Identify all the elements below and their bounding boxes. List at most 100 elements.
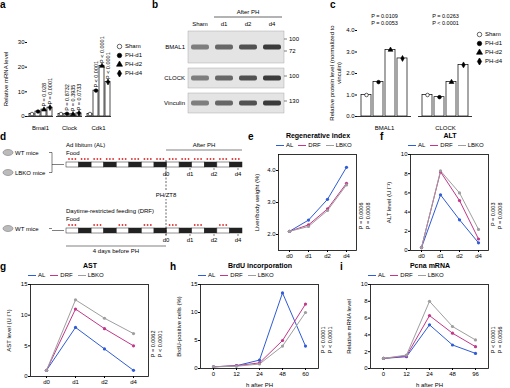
svg-text:d2: d2 — [245, 21, 252, 27]
svg-text:d4: d4 — [235, 237, 242, 243]
svg-text:CLOCK: CLOCK — [164, 75, 185, 81]
svg-text:d4: d4 — [475, 253, 482, 259]
svg-text:0: 0 — [212, 371, 216, 377]
svg-text:d0: d0 — [43, 379, 50, 385]
svg-text:d4: d4 — [235, 171, 242, 177]
svg-text:P < 0.0001: P < 0.0001 — [93, 61, 99, 88]
svg-text:4.0: 4.0 — [267, 167, 276, 173]
svg-text:P = 0.0056: P = 0.0056 — [497, 327, 503, 354]
svg-text:2.0: 2.0 — [346, 70, 355, 76]
svg-text:5: 5 — [24, 343, 28, 349]
svg-text:PH/ZT8: PH/ZT8 — [156, 192, 177, 198]
svg-text:P = 0.003: P = 0.003 — [490, 203, 496, 227]
svg-text:3.0: 3.0 — [267, 199, 276, 205]
svg-text:d1: d1 — [437, 253, 444, 259]
svg-text:LBKO mice: LBKO mice — [15, 170, 46, 176]
svg-text:12: 12 — [403, 371, 410, 377]
svg-text:d1: d1 — [305, 253, 312, 259]
svg-text:72: 72 — [289, 48, 296, 54]
svg-text:6: 6 — [364, 315, 368, 321]
svg-text:10: 10 — [21, 312, 28, 318]
svg-text:d1: d1 — [187, 171, 194, 177]
svg-text:WT mice: WT mice — [15, 226, 39, 232]
svg-text:20: 20 — [18, 64, 25, 70]
svg-text:10: 10 — [18, 89, 25, 95]
svg-text:10: 10 — [191, 309, 198, 315]
svg-text:0: 0 — [24, 373, 28, 379]
svg-text:BMAL1: BMAL1 — [375, 125, 395, 131]
svg-text:30: 30 — [18, 39, 25, 45]
svg-text:Bmal1: Bmal1 — [32, 125, 50, 131]
svg-text:8: 8 — [364, 298, 368, 304]
svg-text:h after PH: h after PH — [246, 382, 273, 388]
svg-text:d2: d2 — [101, 379, 108, 385]
svg-text:Food: Food — [66, 216, 80, 222]
svg-text:24: 24 — [256, 371, 263, 377]
svg-text:Food: Food — [66, 150, 80, 156]
svg-text:2: 2 — [364, 349, 368, 355]
svg-text:d0: d0 — [163, 171, 170, 177]
svg-text:Cdk1: Cdk1 — [91, 125, 106, 131]
svg-text:15: 15 — [21, 281, 28, 287]
svg-text:12: 12 — [233, 371, 240, 377]
svg-text:d2: d2 — [324, 253, 331, 259]
svg-text:8: 8 — [404, 171, 408, 177]
svg-text:0: 0 — [364, 365, 368, 371]
svg-text:96: 96 — [472, 371, 479, 377]
svg-text:P = 0.0109: P = 0.0109 — [371, 13, 398, 19]
svg-text:After PH: After PH — [237, 9, 260, 15]
svg-text:P < 0.0001: P < 0.0001 — [432, 20, 459, 26]
svg-text:4: 4 — [404, 209, 408, 215]
svg-text:Ad libitum (AL): Ad libitum (AL) — [66, 142, 105, 148]
svg-text:P = 0.0006: P = 0.0006 — [358, 203, 364, 230]
svg-text:ALT level (U l⁻¹): ALT level (U l⁻¹) — [386, 182, 392, 223]
svg-text:4 days before PH: 4 days before PH — [93, 248, 139, 254]
svg-text:0: 0 — [382, 371, 386, 377]
svg-text:2.0: 2.0 — [267, 231, 276, 237]
svg-text:After PH: After PH — [193, 142, 216, 148]
svg-text:4: 4 — [364, 332, 368, 338]
svg-text:Sham: Sham — [192, 21, 208, 27]
svg-text:BMAL1: BMAL1 — [165, 44, 185, 50]
svg-text:24: 24 — [426, 371, 433, 377]
svg-text:P = 0.0062: P = 0.0062 — [150, 331, 156, 358]
svg-text:0.0: 0.0 — [346, 113, 355, 119]
svg-text:10: 10 — [361, 281, 368, 287]
svg-text:Vinculin: Vinculin — [164, 100, 185, 106]
svg-text:d0: d0 — [286, 253, 293, 259]
svg-text:AST level (U l⁻¹): AST level (U l⁻¹) — [6, 309, 12, 352]
svg-text:P = 0.0001: P = 0.0001 — [47, 78, 53, 105]
svg-text:130: 130 — [289, 98, 300, 104]
svg-text:d0: d0 — [163, 237, 170, 243]
svg-text:P = 0.0008: P = 0.0008 — [497, 203, 503, 230]
svg-text:3.0: 3.0 — [346, 49, 355, 55]
svg-text:Daytime-restricted feeding (DR: Daytime-restricted feeding (DRF) — [66, 208, 154, 214]
svg-text:2: 2 — [404, 228, 408, 234]
svg-text:100: 100 — [289, 36, 300, 42]
svg-text:48: 48 — [449, 371, 456, 377]
svg-text:P < 0.0001: P < 0.0001 — [327, 327, 333, 354]
svg-text:4.0: 4.0 — [346, 27, 355, 33]
svg-text:d1: d1 — [187, 237, 194, 243]
svg-text:d4: d4 — [130, 379, 137, 385]
svg-text:Clock: Clock — [62, 125, 78, 131]
svg-text:BrdU-positive cells (%): BrdU-positive cells (%) — [176, 296, 182, 357]
svg-text:d1: d1 — [221, 21, 228, 27]
svg-text:d1: d1 — [72, 379, 79, 385]
svg-text:d4: d4 — [343, 253, 350, 259]
svg-text:60: 60 — [302, 371, 309, 377]
svg-text:P = 0.0263: P = 0.0263 — [432, 13, 459, 19]
svg-text:P < 0.0001: P < 0.0001 — [490, 327, 496, 354]
svg-text:d2: d2 — [456, 253, 463, 259]
svg-text:P = 0.0008: P = 0.0008 — [365, 203, 371, 230]
svg-text:d2: d2 — [211, 237, 218, 243]
svg-text:5: 5 — [194, 337, 198, 343]
svg-text:h after PH: h after PH — [416, 382, 443, 388]
svg-text:P < 0.0001: P < 0.0001 — [105, 52, 111, 79]
svg-text:0: 0 — [21, 113, 25, 119]
svg-text:P = 0.0733: P = 0.0733 — [76, 84, 82, 111]
svg-text:Liver/body weight (%): Liver/body weight (%) — [254, 174, 260, 232]
svg-text:6: 6 — [404, 190, 408, 196]
svg-text:WT mice: WT mice — [15, 150, 39, 156]
svg-text:d0: d0 — [418, 253, 425, 259]
